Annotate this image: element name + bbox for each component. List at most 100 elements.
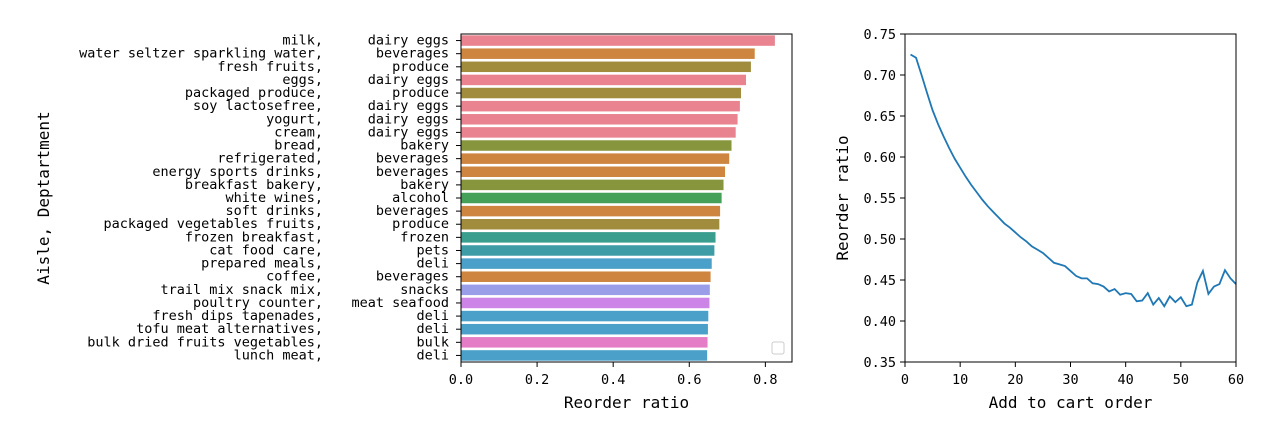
line-x-tick-label: 10 [952, 372, 968, 388]
bar-x-ticks: 0.0 0.2 0.4 0.6 0.8 [449, 362, 778, 388]
bar [461, 179, 724, 191]
aisle-label: soy lactosefree, [193, 98, 323, 114]
department-label: bakery [400, 177, 449, 193]
bar [461, 140, 732, 151]
department-label: produce [392, 216, 449, 232]
aisle-label: milk, [282, 33, 323, 49]
department-label: deli [416, 256, 449, 272]
department-label: dairy eggs [368, 98, 449, 114]
department-label: deli [416, 321, 449, 337]
department-label: produce [392, 59, 449, 75]
department-label: frozen [400, 229, 449, 245]
department-label: deli [416, 308, 449, 324]
bar [461, 218, 720, 230]
department-label: beverages [376, 164, 449, 180]
line-plot-frame [904, 33, 1237, 363]
aisle-label: prepared meals, [201, 256, 323, 272]
bar [461, 205, 721, 217]
aisle-label: refrigerated, [217, 151, 323, 167]
bar [461, 74, 746, 86]
bar [461, 232, 716, 243]
department-label: dairy eggs [368, 33, 449, 49]
department-label: pets [416, 242, 449, 258]
bar-x-tick-label: 0.0 [449, 372, 473, 388]
line-y-tick-label: 0.70 [863, 68, 896, 84]
line-y-tick-label: 0.75 [863, 27, 896, 43]
bar [461, 284, 710, 296]
line-x-tick-label: 20 [1007, 372, 1023, 388]
aisle-label: energy sports drinks, [152, 164, 323, 180]
line-y-tick-label: 0.60 [863, 150, 896, 166]
bar [461, 323, 708, 335]
aisle-label: coffee, [266, 269, 323, 285]
line-y-tick-label: 0.40 [863, 314, 896, 330]
line-y-tick-label: 0.50 [863, 232, 896, 248]
department-label: beverages [376, 151, 449, 167]
reorder-ratio-line [910, 53, 1237, 308]
department-label: snacks [400, 282, 449, 298]
bar-x-tick-label: 0.6 [677, 372, 701, 388]
aisle-label: eggs, [282, 72, 323, 88]
aisle-label: packaged produce, [185, 85, 323, 101]
bar [461, 87, 742, 99]
bar-x-tick-label: 0.4 [601, 372, 625, 388]
aisle-label: bread, [274, 138, 323, 154]
aisle-label: trail mix snack mix, [160, 282, 323, 298]
department-label: beverages [376, 269, 449, 285]
line-x-axis-label: Add to cart order [989, 393, 1153, 412]
department-label: meat seafood [351, 295, 449, 311]
line-x-tick-label: 50 [1173, 372, 1189, 388]
aisle-label: fresh dips tapenades, [152, 308, 323, 324]
department-label: produce [392, 85, 449, 101]
bar-chart: 0.0 0.2 0.4 0.6 0.8 milk,water seltzer spark… [34, 33, 793, 412]
aisle-label: water seltzer sparkling water, [79, 46, 323, 62]
aisle-label: yogurt, [266, 111, 323, 127]
department-label: dairy eggs [368, 111, 449, 127]
aisle-label: frozen breakfast, [185, 229, 323, 245]
aisle-label: breakfast bakery, [185, 177, 323, 193]
aisle-labels: milk,water seltzer sparkling water,fresh… [79, 33, 323, 364]
aisle-label: poultry counter, [193, 295, 323, 311]
line-chart: 0 10 20 30 40 50 60 0.35 0.40 0.45 0.50 0.55 0.60 0.6… [833, 27, 1244, 412]
line-x-tick-label: 40 [1118, 372, 1134, 388]
aisle-label: bulk dried fruits vegetables, [87, 334, 323, 350]
bar [461, 100, 740, 112]
line-y-axis-label: Reorder ratio [833, 135, 852, 260]
bar [461, 61, 751, 73]
department-label: dairy eggs [368, 124, 449, 140]
department-label: beverages [376, 46, 449, 62]
aisle-label: fresh fruits, [217, 59, 323, 75]
bar [461, 166, 726, 178]
bar-x-axis-label: Reorder ratio [564, 393, 689, 412]
department-label: alcohol [392, 190, 449, 206]
department-label: bulk [416, 334, 449, 350]
department-label: bakery [400, 138, 449, 154]
bar [461, 297, 710, 309]
bar [461, 48, 755, 59]
bar [461, 35, 775, 46]
line-y-tick-label: 0.45 [863, 273, 896, 289]
bar-x-tick-label: 0.8 [753, 372, 777, 388]
bar [461, 114, 738, 125]
line-x-tick-label: 0 [901, 372, 909, 388]
department-label: deli [416, 347, 449, 363]
aisle-label: packaged vegetables fruits, [104, 216, 323, 232]
bar [461, 127, 736, 138]
aisle-label: tofu meat alternatives, [136, 321, 323, 337]
line-y-tick-label: 0.35 [863, 355, 896, 371]
line-y-tick-label: 0.55 [863, 191, 896, 207]
line-x-tick-label: 30 [1062, 372, 1078, 388]
bar [461, 337, 708, 348]
bar [461, 245, 715, 256]
aisle-label: lunch meat, [234, 347, 323, 363]
bar-x-tick-label: 0.2 [525, 372, 549, 388]
line-axis-ticks: 0 10 20 30 40 50 60 0.35 0.40 0.45 0.50 0.55 0.60 0.6… [863, 27, 1244, 388]
department-label: beverages [376, 203, 449, 219]
bars [461, 35, 775, 361]
empty-legend-box [771, 341, 785, 355]
bar [461, 192, 722, 204]
aisle-label: cream, [274, 124, 323, 140]
bar [461, 310, 709, 322]
